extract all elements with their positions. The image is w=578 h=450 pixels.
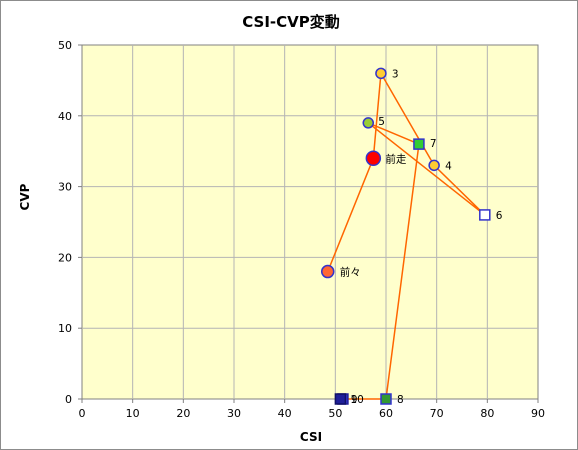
point-label-5: 5 — [378, 116, 385, 128]
data-point-7 — [413, 138, 425, 150]
connection-polyline — [327, 70, 486, 400]
data-point-4 — [428, 159, 440, 172]
point-label-3: 3 — [392, 68, 399, 80]
point-label-前走: 前走 — [385, 152, 406, 165]
point-labels: 前々 前走 3 4 5 6 7 8 910 — [340, 68, 503, 406]
data-points — [320, 67, 491, 405]
point-label-10: 10 — [350, 394, 363, 406]
x-tick-label: 70 — [430, 407, 444, 420]
point-label-8: 8 — [397, 394, 404, 406]
y-tick-label: 0 — [65, 393, 72, 406]
y-tick-label: 30 — [58, 181, 72, 194]
data-point-3 — [375, 67, 387, 80]
x-tick-label: 10 — [126, 407, 140, 420]
x-tick-label: 60 — [379, 407, 393, 420]
x-tick-label: 90 — [531, 407, 545, 420]
x-tick-label: 20 — [176, 407, 190, 420]
point-label-9: 9 — [351, 394, 358, 406]
data-point-前走 — [365, 150, 382, 167]
point-label-前々: 前々 — [340, 266, 361, 279]
data-point-8 — [380, 393, 392, 405]
x-tick-label: 30 — [227, 407, 241, 420]
data-point-10 — [334, 393, 347, 405]
y-axis-ticks: 0 10 20 30 40 50 — [58, 39, 82, 406]
x-axis-ticks: 0 10 20 30 40 50 60 70 80 90 — [79, 399, 545, 420]
y-tick-label: 40 — [58, 110, 72, 123]
y-axis-label: CVP — [18, 183, 32, 210]
x-axis-label: CSI — [300, 430, 322, 444]
x-tick-label: 0 — [79, 407, 86, 420]
connection-lines — [327, 70, 486, 400]
point-label-4: 4 — [445, 160, 452, 172]
grid-lines — [82, 45, 538, 399]
y-tick-label: 10 — [58, 322, 72, 335]
data-point-6 — [479, 209, 491, 221]
y-tick-label: 20 — [58, 251, 72, 264]
plot-area — [81, 44, 539, 400]
data-point-前々 — [320, 264, 335, 279]
chart-title: CSI-CVP変動 — [242, 13, 340, 31]
data-point-5 — [362, 117, 375, 129]
x-tick-label: 40 — [278, 407, 292, 420]
x-tick-label: 50 — [328, 407, 342, 420]
point-label-6: 6 — [496, 210, 503, 222]
x-tick-label: 80 — [480, 407, 494, 420]
point-label-7: 7 — [430, 138, 437, 150]
y-tick-label: 50 — [58, 39, 72, 52]
